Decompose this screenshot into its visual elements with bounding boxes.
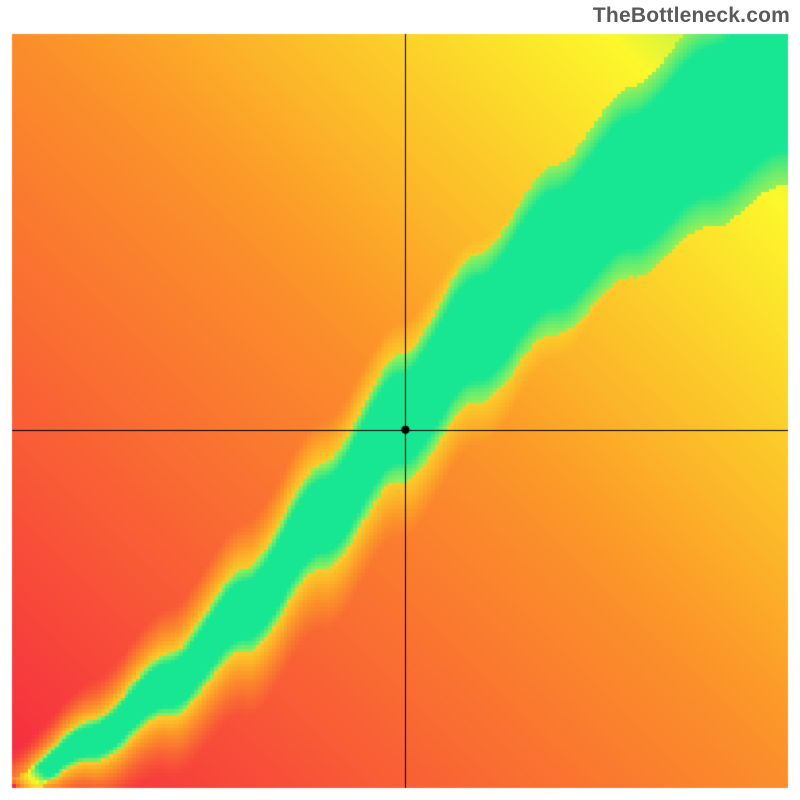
- heatmap-canvas: [0, 0, 800, 800]
- watermark-text: TheBottleneck.com: [593, 4, 790, 28]
- chart-container: TheBottleneck.com: [0, 0, 800, 800]
